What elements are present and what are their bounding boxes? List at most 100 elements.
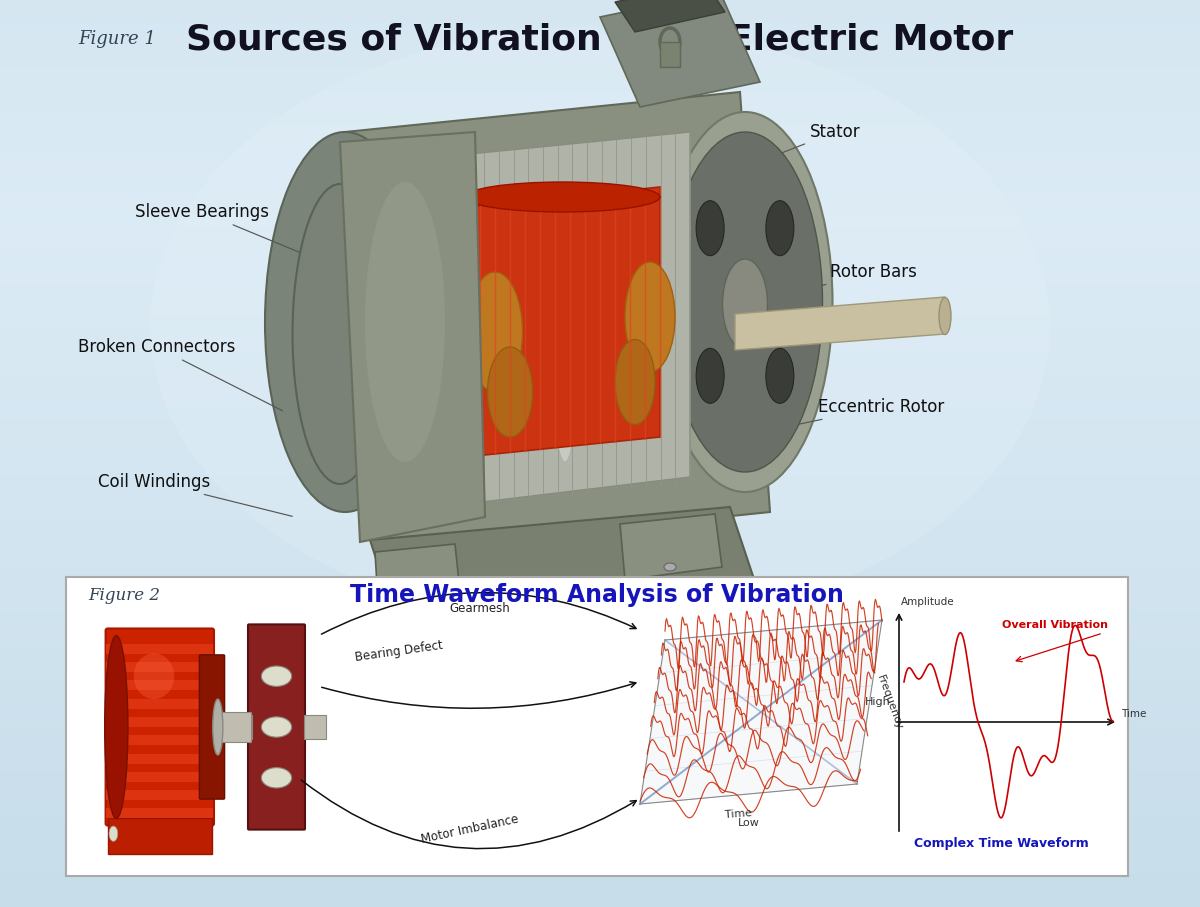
Ellipse shape — [104, 636, 128, 818]
Bar — [0, 307, 1200, 317]
Ellipse shape — [658, 112, 833, 492]
Ellipse shape — [262, 717, 292, 737]
Bar — [0, 567, 1200, 579]
Polygon shape — [340, 132, 485, 542]
Ellipse shape — [664, 563, 676, 571]
Bar — [0, 488, 1200, 499]
Bar — [0, 884, 1200, 896]
Bar — [0, 340, 1200, 351]
Ellipse shape — [616, 339, 655, 424]
Bar — [0, 736, 1200, 748]
Bar — [0, 408, 1200, 419]
Bar — [106, 717, 214, 727]
Bar — [0, 827, 1200, 839]
Bar — [0, 771, 1200, 782]
Bar — [0, 624, 1200, 635]
Bar — [106, 736, 214, 746]
Ellipse shape — [365, 182, 445, 462]
Bar — [106, 808, 214, 818]
Bar — [0, 680, 1200, 691]
Polygon shape — [440, 132, 690, 507]
Text: Frequency: Frequency — [875, 673, 904, 731]
Ellipse shape — [766, 200, 794, 256]
Bar — [215, 712, 251, 742]
Bar — [0, 759, 1200, 771]
Bar — [0, 726, 1200, 736]
Ellipse shape — [487, 347, 533, 437]
Bar — [0, 0, 1200, 11]
Bar — [227, 715, 252, 739]
Text: Coil Windings: Coil Windings — [98, 473, 293, 516]
Bar — [0, 794, 1200, 805]
Bar — [106, 662, 214, 672]
Ellipse shape — [262, 666, 292, 687]
Bar — [106, 680, 214, 690]
Bar — [0, 816, 1200, 827]
Bar — [0, 669, 1200, 680]
Text: Bearing Defect: Bearing Defect — [354, 639, 444, 664]
Bar — [0, 295, 1200, 306]
Text: Mountings: Mountings — [198, 608, 427, 626]
Bar — [0, 397, 1200, 408]
Bar — [0, 238, 1200, 249]
Bar — [0, 227, 1200, 238]
Bar — [0, 317, 1200, 329]
Text: Drive: Drive — [778, 606, 875, 624]
Bar — [0, 476, 1200, 488]
Polygon shape — [616, 0, 725, 32]
Bar — [0, 113, 1200, 124]
Bar — [0, 159, 1200, 171]
Bar — [0, 272, 1200, 283]
Text: Complex Time Waveform: Complex Time Waveform — [913, 837, 1088, 850]
Bar — [0, 80, 1200, 91]
Ellipse shape — [940, 297, 952, 335]
Ellipse shape — [109, 826, 118, 842]
Bar — [0, 703, 1200, 715]
Ellipse shape — [696, 348, 724, 404]
Polygon shape — [600, 0, 760, 107]
Text: Sources of Vibration in an Electric Motor: Sources of Vibration in an Electric Moto… — [186, 22, 1014, 56]
Ellipse shape — [468, 272, 522, 392]
Text: Time Waveform Analysis of Vibration: Time Waveform Analysis of Vibration — [350, 583, 844, 607]
Bar — [0, 419, 1200, 431]
Bar — [0, 862, 1200, 873]
Text: Time: Time — [725, 808, 752, 820]
Bar — [0, 351, 1200, 363]
Bar — [0, 748, 1200, 760]
Bar — [0, 148, 1200, 159]
Bar — [0, 363, 1200, 375]
Bar — [0, 283, 1200, 295]
Ellipse shape — [667, 132, 822, 472]
Bar — [0, 181, 1200, 192]
Ellipse shape — [212, 699, 223, 755]
Bar — [0, 635, 1200, 646]
Ellipse shape — [722, 259, 768, 349]
Bar — [106, 772, 214, 782]
Bar — [0, 533, 1200, 544]
Text: Low: Low — [738, 818, 760, 828]
Bar — [0, 646, 1200, 658]
Text: Motor Imbalance: Motor Imbalance — [420, 813, 520, 846]
Bar — [0, 522, 1200, 533]
Bar — [0, 590, 1200, 600]
Ellipse shape — [766, 348, 794, 404]
Bar — [0, 136, 1200, 148]
Text: Figure 1: Figure 1 — [78, 30, 156, 48]
Bar — [0, 839, 1200, 851]
Text: Amplitude: Amplitude — [901, 597, 955, 607]
Text: Stator: Stator — [722, 123, 860, 176]
Ellipse shape — [696, 200, 724, 256]
Bar — [0, 431, 1200, 443]
Bar — [0, 249, 1200, 261]
Bar — [304, 715, 326, 739]
Bar — [0, 805, 1200, 816]
Text: High: High — [865, 697, 890, 707]
Bar — [0, 261, 1200, 272]
Bar — [0, 216, 1200, 227]
Bar — [0, 385, 1200, 397]
FancyBboxPatch shape — [106, 629, 214, 825]
Bar — [0, 56, 1200, 68]
Bar — [0, 454, 1200, 464]
FancyBboxPatch shape — [199, 655, 224, 799]
Polygon shape — [734, 297, 946, 350]
